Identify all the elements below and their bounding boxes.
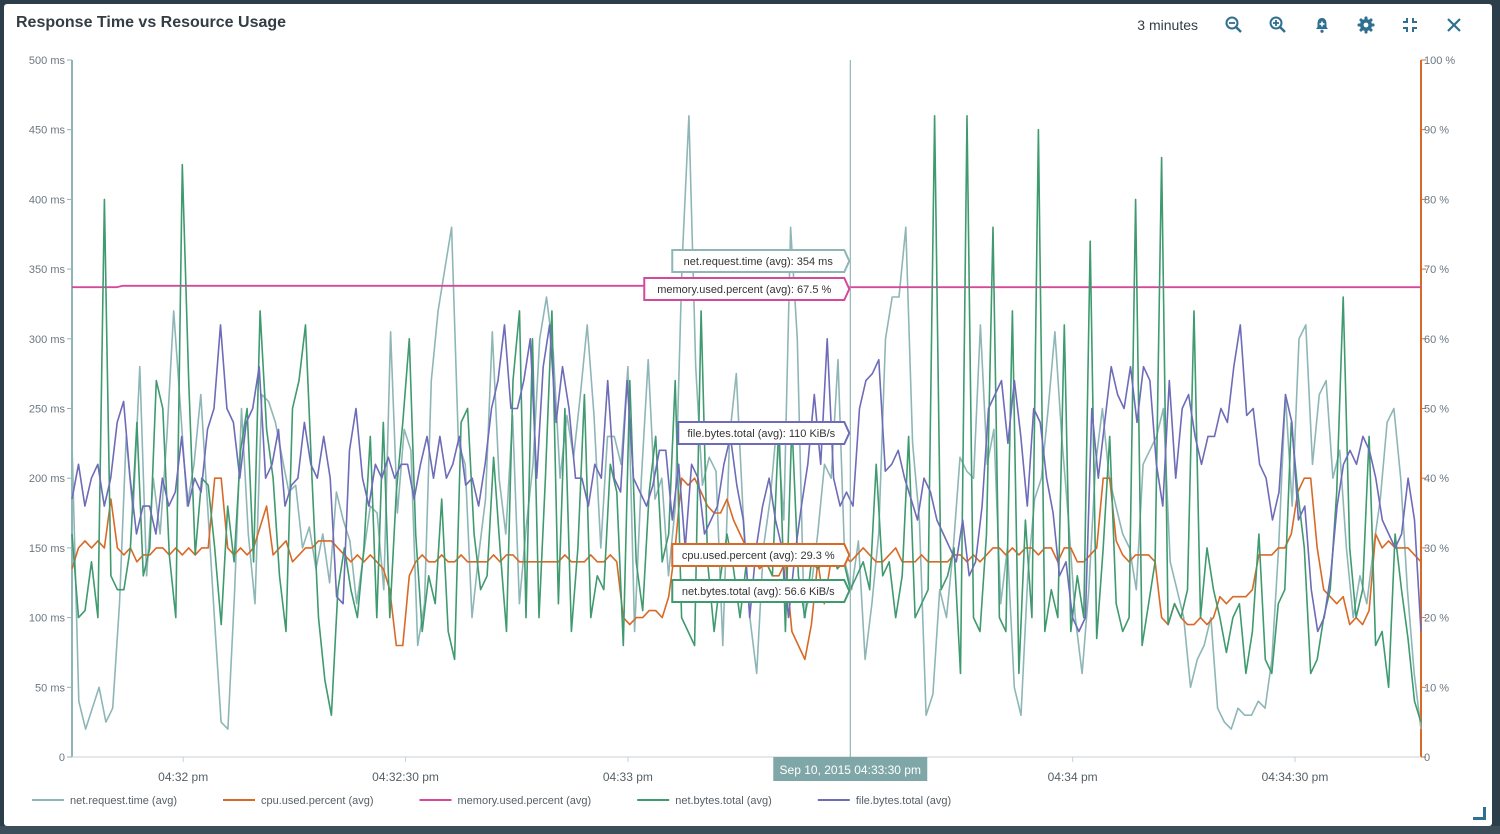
y-left-tick-label: 0: [59, 752, 65, 764]
chart-panel: Response Time vs Resource Usage 3 minute…: [4, 4, 1492, 826]
legend-item-label: net.bytes.total (avg): [675, 795, 772, 807]
y-left-tick-label: 100 ms: [29, 613, 66, 625]
y-left-tick-label: 300 ms: [29, 334, 66, 346]
y-left-tick-label: 200 ms: [29, 473, 66, 485]
panel-toolbar: 3 minutes: [1137, 12, 1476, 38]
y-right-tick-label: 100 %: [1424, 55, 1455, 67]
tooltip-box: [671, 249, 851, 273]
y-left-tick-label: 50 ms: [35, 682, 65, 694]
series-line-file-bytes-total-avg-: [71, 324, 1422, 633]
y-right-tick-label: 10 %: [1424, 682, 1449, 694]
y-right-tick-label: 50 %: [1424, 404, 1449, 416]
y-right-tick-label: 90 %: [1424, 125, 1449, 137]
resize-handle[interactable]: [1473, 807, 1486, 820]
zoom-in-icon[interactable]: [1256, 12, 1300, 38]
tooltip-box: [677, 421, 851, 445]
hover-time-label: Sep 10, 2015 04:33:30 pm: [780, 763, 921, 777]
tooltip-label: file.bytes.total (avg): 110 KiB/s: [687, 428, 835, 440]
y-left-tick-label: 150 ms: [29, 543, 66, 555]
hover-time-badge: [773, 757, 928, 781]
legend-item-label: net.request.time (avg): [70, 795, 177, 807]
y-right-tick-label: 70 %: [1424, 264, 1449, 276]
y-right-tick-label: 40 %: [1424, 473, 1449, 485]
x-tick-label: 04:34:30 pm: [1262, 770, 1329, 784]
x-tick-label: 04:32:30 pm: [372, 770, 439, 784]
alert-add-icon[interactable]: [1300, 12, 1344, 38]
zoom-out-icon[interactable]: [1212, 12, 1256, 38]
y-right-tick-label: 60 %: [1424, 334, 1449, 346]
panel-title: Response Time vs Resource Usage: [16, 14, 287, 31]
y-right-tick-label: 0: [1424, 752, 1430, 764]
close-icon[interactable]: [1432, 12, 1476, 38]
legend-item-label: memory.used.percent (avg): [458, 795, 592, 807]
y-right-tick-label: 80 %: [1424, 194, 1449, 206]
tooltip-label: memory.used.percent (avg): 67.5 %: [657, 284, 831, 296]
y-right-tick-label: 20 %: [1424, 613, 1449, 625]
tooltip-box: [671, 543, 851, 567]
tooltip-box: [671, 579, 851, 603]
y-left-tick-label: 450 ms: [29, 125, 66, 137]
x-tick-label: 04:33 pm: [603, 770, 653, 784]
y-left-tick-label: 350 ms: [29, 264, 66, 276]
tooltip-label: net.request.time (avg): 354 ms: [684, 256, 834, 268]
x-tick-label: 04:34 pm: [1048, 770, 1098, 784]
x-tick-label: 04:32 pm: [158, 770, 208, 784]
page-bottom-bar: [0, 826, 1500, 834]
y-left-tick-label: 500 ms: [29, 55, 66, 67]
legend-item-label: cpu.used.percent (avg): [261, 795, 374, 807]
y-left-tick-label: 250 ms: [29, 404, 66, 416]
gear-icon[interactable]: [1344, 12, 1388, 38]
legend-item-label: file.bytes.total (avg): [856, 795, 951, 807]
tooltip-label: cpu.used.percent (avg): 29.3 %: [682, 550, 835, 562]
tooltip-label: net.bytes.total (avg): 56.6 KiB/s: [682, 586, 835, 598]
y-right-tick-label: 30 %: [1424, 543, 1449, 555]
y-left-tick-label: 400 ms: [29, 194, 66, 206]
time-range-label[interactable]: 3 minutes: [1137, 17, 1198, 33]
tooltip-box: [643, 277, 851, 301]
collapse-icon[interactable]: [1388, 12, 1432, 38]
